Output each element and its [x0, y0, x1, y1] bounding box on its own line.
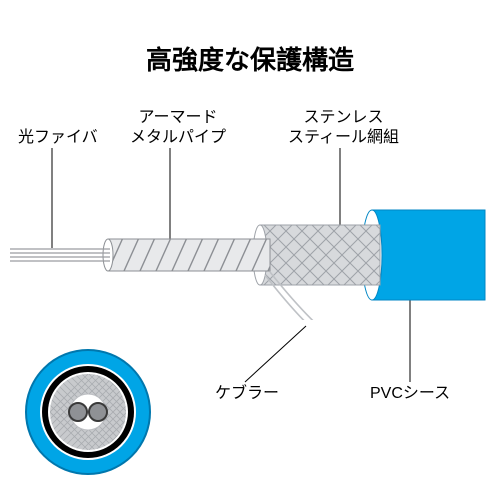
- label-stainless-braid: ステンレス スティール網組: [288, 108, 399, 148]
- label-pvc-sheath: PVCシース: [370, 384, 450, 404]
- label-armored-pipe: アーマード メタルパイプ: [130, 108, 226, 148]
- page-title: 高強度な保護構造: [0, 40, 500, 77]
- cable-side-view: [0, 190, 500, 320]
- label-optical-fiber: 光ファイバ: [18, 128, 98, 148]
- cable-cross-section: [18, 342, 158, 482]
- label-kevlar: ケブラー: [215, 384, 279, 404]
